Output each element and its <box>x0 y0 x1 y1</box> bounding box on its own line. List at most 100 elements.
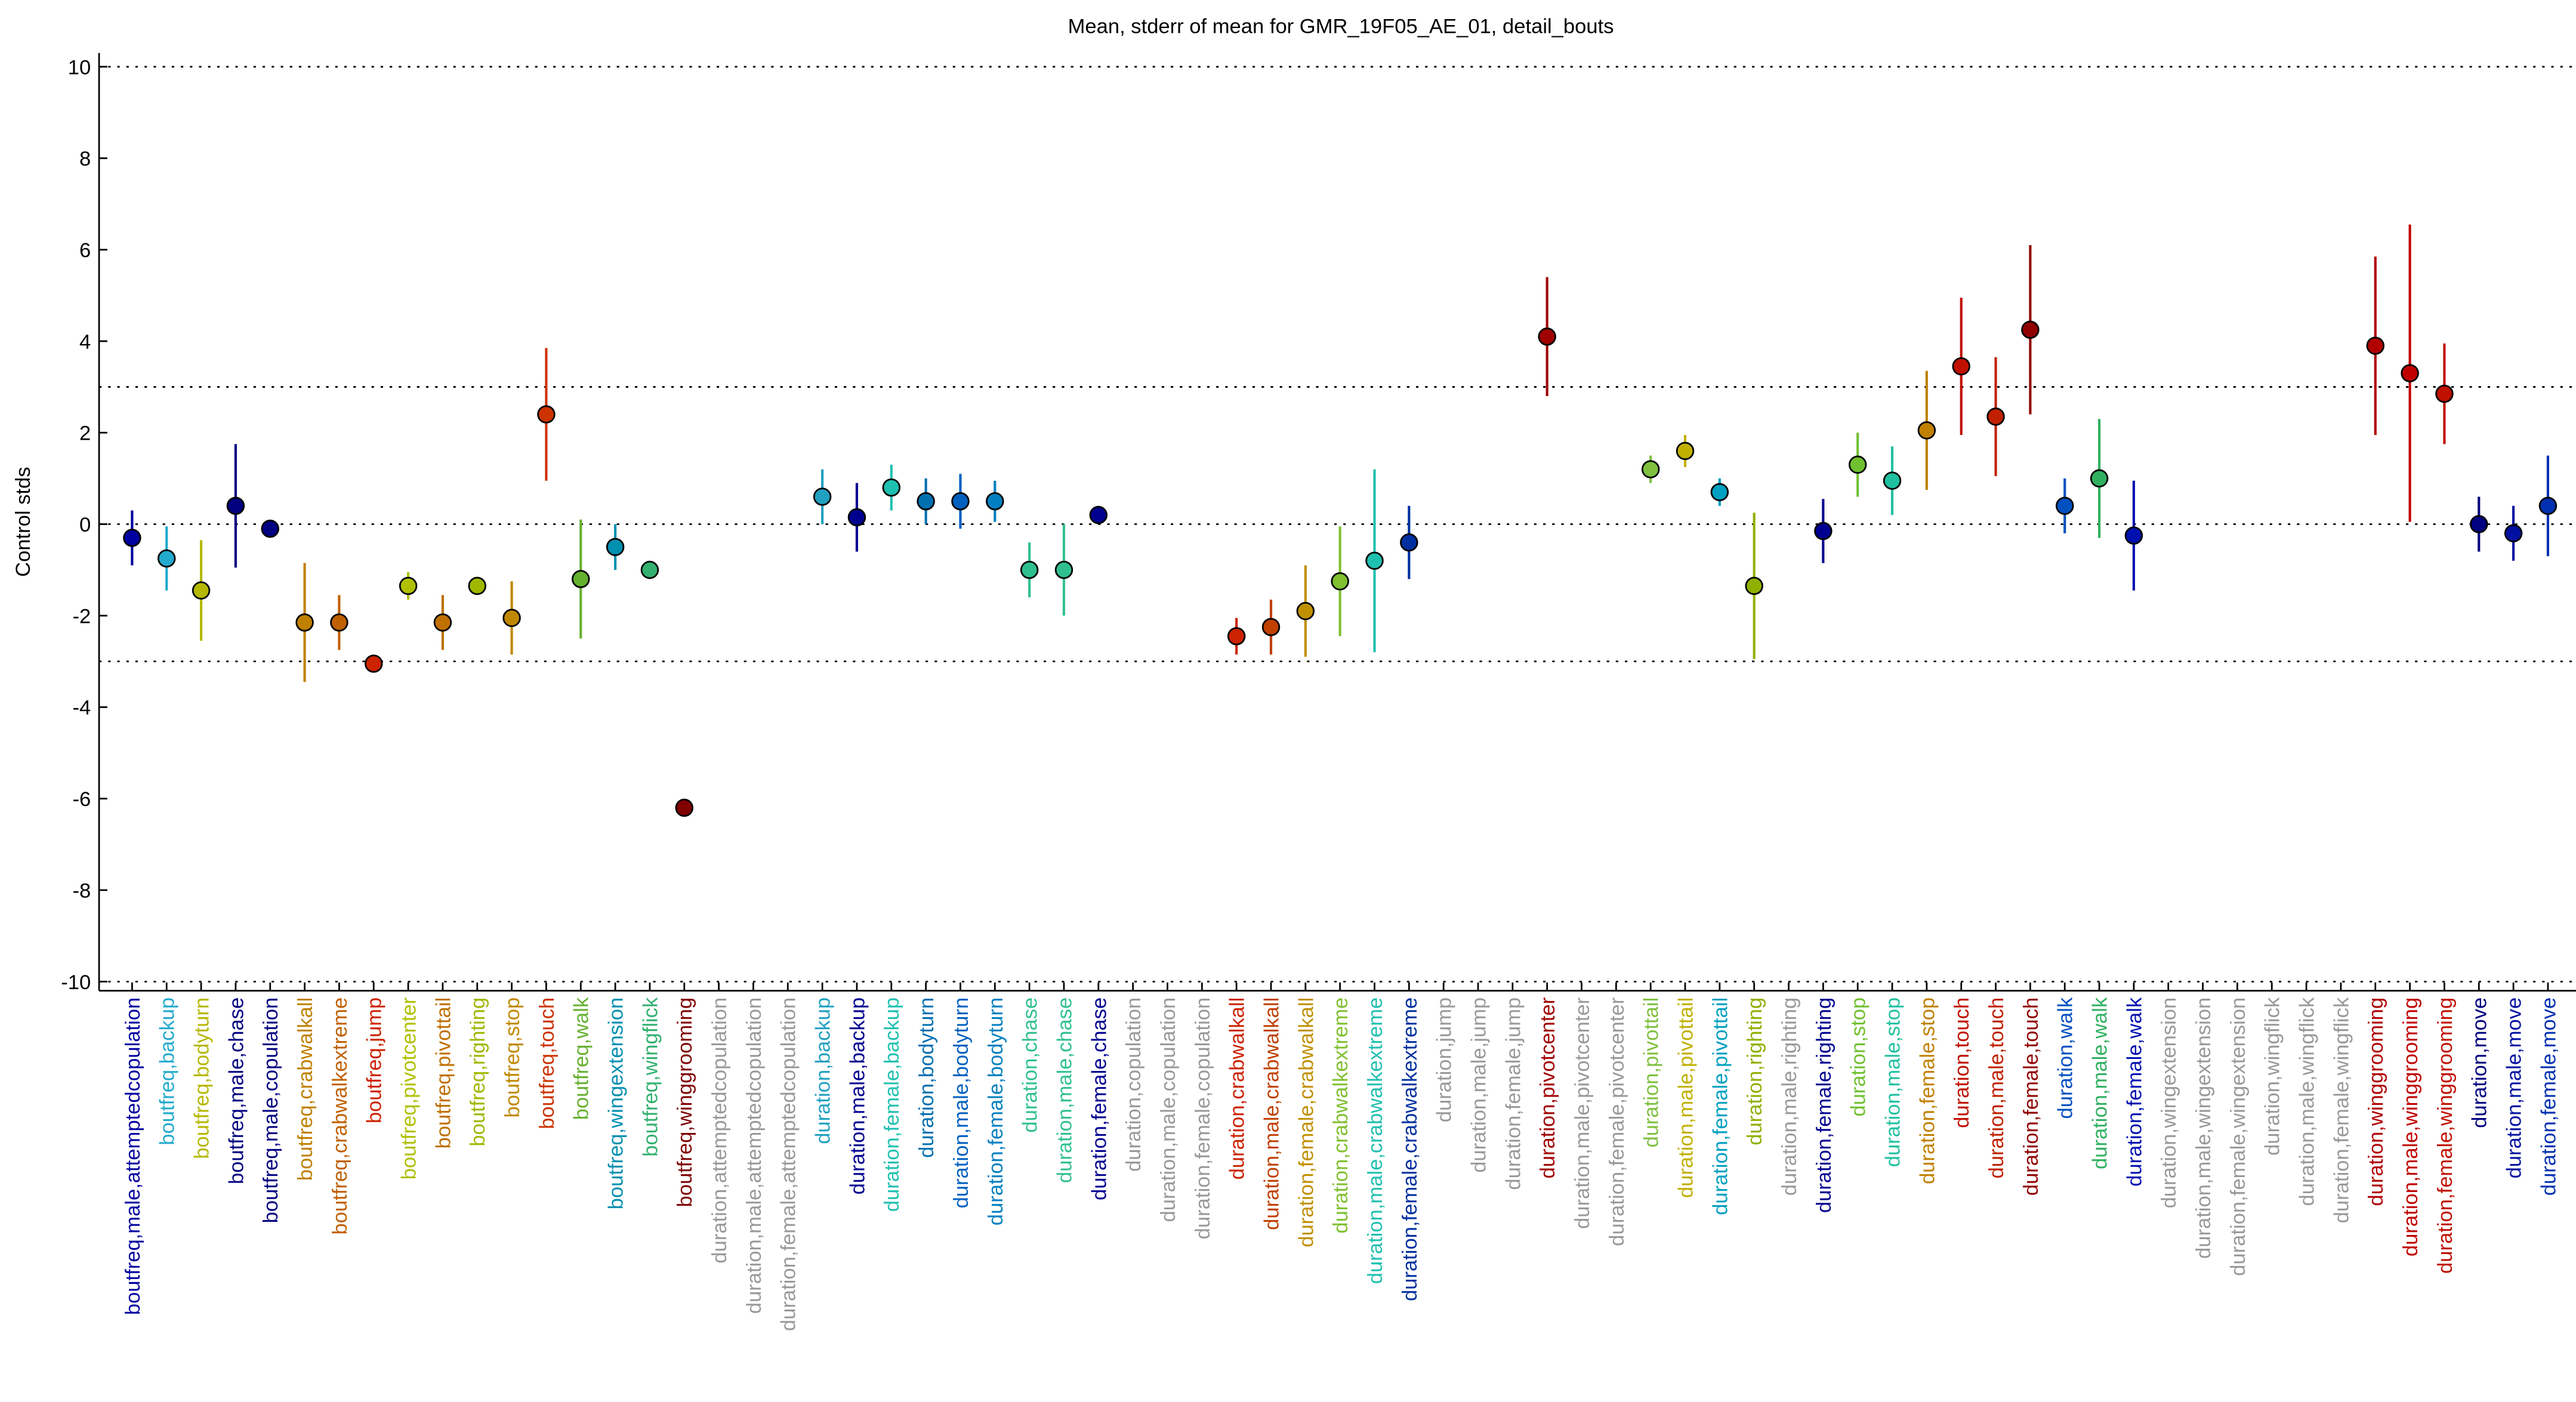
x-tick-label: duration,female,backup <box>881 998 903 1212</box>
mean-marker <box>192 581 211 600</box>
mean-marker <box>986 492 1004 511</box>
mean-marker <box>2124 526 2143 545</box>
mean-marker <box>1089 506 1108 524</box>
x-tick-label: duration,male,righting <box>1778 998 1801 1196</box>
mean-marker <box>1296 602 1315 620</box>
mean-marker <box>365 654 383 673</box>
x-tick-label: boutfreq,walk <box>570 997 593 1120</box>
mean-marker <box>1986 407 2005 426</box>
x-tick-label: boutfreq,righting <box>467 998 489 1147</box>
x-tick-label: duration,female,wingextension <box>2227 998 2250 1276</box>
y-tick-label: -6 <box>72 788 91 811</box>
mean-marker <box>399 576 418 595</box>
x-tick-label: duration,male,wingflick <box>2296 997 2319 1206</box>
mean-marker <box>502 609 521 627</box>
y-tick-label: 10 <box>68 56 91 79</box>
x-tick-label: duration,winggrooming <box>2365 998 2387 1206</box>
mean-marker <box>1676 441 1695 461</box>
mean-marker <box>261 520 279 538</box>
x-tick-label: duration,male,jump <box>1467 998 1490 1173</box>
x-tick-label: duration,pivottail <box>1640 998 1663 1148</box>
mean-marker <box>1331 572 1349 591</box>
x-tick-label: boutfreq,male,attemptedcopulation <box>122 998 144 1315</box>
mean-marker <box>1538 327 1556 346</box>
x-tick-label: boutfreq,stop <box>501 998 524 1118</box>
mean-marker <box>1365 551 1384 570</box>
x-tick-label: duration,female,chase <box>1088 998 1110 1200</box>
x-tick-label: boutfreq,bodyturn <box>191 998 214 1159</box>
x-tick-label: duration,male,pivotcenter <box>1571 998 1594 1229</box>
x-tick-label: duration,male,wingextension <box>2192 998 2215 1259</box>
y-tick-label: 4 <box>79 331 91 353</box>
x-tick-label: duration,female,attemptedcopulation <box>778 998 800 1331</box>
x-tick-label: duration,walk <box>2054 997 2077 1119</box>
x-tick-label: duration,male,pivottail <box>1674 998 1697 1198</box>
x-tick-label: duration,attemptedcopulation <box>708 998 731 1264</box>
x-tick-label: duration,move <box>2469 998 2491 1128</box>
y-tick-label: 6 <box>79 239 91 262</box>
x-tick-label: duration,female,move <box>2537 998 2560 1196</box>
x-tick-label: duration,male,walk <box>2089 997 2112 1169</box>
mean-marker <box>158 549 176 568</box>
mean-marker <box>675 798 693 817</box>
x-tick-label: duration,backup <box>812 998 835 1144</box>
x-tick-label: duration,female,walk <box>2123 997 2146 1187</box>
x-tick-label: boutfreq,crabwalkall <box>294 998 317 1181</box>
x-tick-label: boutfreq,backup <box>156 998 179 1145</box>
mean-marker <box>2021 320 2040 339</box>
x-tick-label: boutfreq,male,chase <box>225 998 248 1184</box>
x-tick-label: duration,touch <box>1951 998 1973 1128</box>
x-tick-label: duration,wingextension <box>2158 998 2180 1209</box>
mean-marker <box>1952 357 1970 376</box>
mean-marker <box>572 570 590 588</box>
mean-marker <box>537 405 556 424</box>
mean-marker <box>468 576 486 595</box>
x-tick-label: duration,crabwalkall <box>1226 998 1249 1180</box>
x-tick-label: duration,male,stop <box>1882 998 1905 1167</box>
x-tick-label: duration,female,wingflick <box>2330 997 2353 1223</box>
mean-marker <box>2538 496 2558 515</box>
x-tick-label: duration,copulation <box>1122 998 1145 1172</box>
x-tick-label: duration,righting <box>1744 998 1766 1145</box>
x-tick-label: duration,female,stop <box>1916 998 1939 1184</box>
mean-marker <box>1710 483 1729 502</box>
x-tick-label: duration,male,copulation <box>1157 998 1180 1222</box>
mean-marker <box>123 529 141 547</box>
mean-marker <box>1849 455 1867 474</box>
y-axis-label: Control stds <box>12 467 35 576</box>
x-tick-label: duration,jump <box>1433 998 1456 1123</box>
x-tick-label: duration,male,attemptedcopulation <box>743 998 766 1314</box>
mean-marker <box>917 492 935 511</box>
y-tick-label: -8 <box>72 879 91 902</box>
x-tick-label: boutfreq,wingextension <box>605 998 628 1210</box>
mean-marker <box>433 613 452 632</box>
mean-marker <box>2056 496 2074 515</box>
y-tick-label: -2 <box>72 605 91 628</box>
mean-marker <box>1400 533 1418 552</box>
x-tick-label: duration,wingflick <box>2262 997 2284 1156</box>
mean-marker <box>330 613 348 632</box>
x-tick-label: duration,male,crabwalkall <box>1260 998 1283 1230</box>
x-tick-label: boutfreq,wingflick <box>639 997 662 1157</box>
x-tick-label: duration,male,winggrooming <box>2399 998 2422 1256</box>
mean-marker <box>1641 460 1660 478</box>
mean-marker <box>226 496 245 515</box>
mean-marker <box>2504 524 2523 543</box>
y-tick-label: 0 <box>79 514 91 536</box>
mean-marker <box>951 492 970 511</box>
x-tick-label: duration,female,copulation <box>1192 998 1214 1240</box>
x-tick-label: duration,female,touch <box>2020 998 2043 1196</box>
y-tick-label: -10 <box>61 971 91 994</box>
x-tick-label: boutfreq,touch <box>536 998 559 1129</box>
y-tick-label: -4 <box>72 697 91 719</box>
y-tick-label: 8 <box>79 148 91 171</box>
x-tick-label: duration,stop <box>1847 998 1870 1117</box>
mean-marker <box>2401 364 2419 382</box>
x-tick-label: duration,female,winggrooming <box>2434 998 2457 1274</box>
x-tick-label: duration,male,crabwalkextreme <box>1364 998 1387 1284</box>
x-tick-label: duration,female,pivottail <box>1709 998 1732 1215</box>
x-tick-label: boutfreq,jump <box>363 998 386 1123</box>
chart-title: Mean, stderr of mean for GMR_19F05_AE_01… <box>1068 16 1614 38</box>
x-tick-label: duration,female,crabwalkall <box>1295 998 1318 1247</box>
